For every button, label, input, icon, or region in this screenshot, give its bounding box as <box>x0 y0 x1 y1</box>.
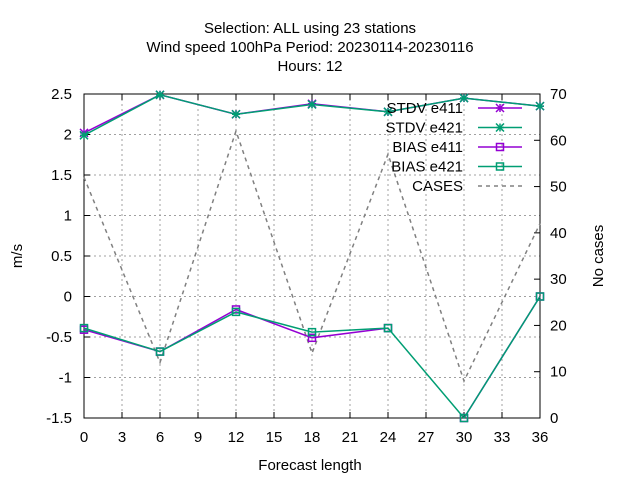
y2-tick-label: 10 <box>550 364 567 381</box>
grid <box>84 94 540 418</box>
legend-item: CASES <box>412 178 522 195</box>
legend-marker <box>495 142 505 152</box>
x-tick-label: 30 <box>456 429 473 446</box>
x-tick-label: 36 <box>532 429 549 446</box>
data-point <box>535 292 545 301</box>
y2-tick-label: 50 <box>550 179 567 196</box>
y2-tick-label: 70 <box>550 86 567 103</box>
legend-label: BIAS e421 <box>391 159 463 176</box>
y-tick-label: -1.5 <box>46 410 72 427</box>
series-line <box>83 296 541 420</box>
x-tick-label: 18 <box>304 429 321 446</box>
y-tick-label: 1 <box>64 208 72 225</box>
data-point <box>307 333 317 343</box>
series-stdv-e421 <box>79 90 545 140</box>
x-tick-label: 0 <box>80 429 88 446</box>
legend-item: STDV e421 <box>385 120 522 137</box>
y2-tick-label: 40 <box>550 225 567 242</box>
y2-tick-label: 30 <box>550 271 567 288</box>
y-tick-label: 2.5 <box>51 86 72 103</box>
legend-label: STDV e411 <box>387 100 463 117</box>
y2-tick-label: 20 <box>550 317 567 334</box>
legend-item: BIAS e411 <box>392 139 522 156</box>
data-point <box>231 307 241 317</box>
legend-label: CASES <box>412 178 463 195</box>
x-tick-label: 6 <box>156 429 164 446</box>
x-tick-label: 24 <box>380 429 397 446</box>
x-tick-label: 21 <box>342 429 359 446</box>
legend-label: BIAS e411 <box>392 139 463 156</box>
y-axis-label: m/s <box>9 244 26 268</box>
y2-tick-label: 60 <box>550 132 567 149</box>
legend: STDV e411 STDV e421 BIAS e411 BIAS e421 CASE… <box>385 100 522 195</box>
x-tick-label: 12 <box>228 429 245 446</box>
legend-label: STDV e421 <box>385 120 463 137</box>
y2-axis-label: No cases <box>590 225 607 288</box>
x-tick-label: 27 <box>418 429 435 446</box>
plot-border <box>83 93 541 419</box>
data-point <box>459 413 469 423</box>
series-line <box>83 128 541 383</box>
y-tick-label: -1 <box>59 370 72 387</box>
series-bias-e421 <box>79 292 545 423</box>
title-line-3: Hours: 12 <box>277 58 342 75</box>
legend-item: STDV e411 <box>387 100 522 117</box>
y-tick-label: 2 <box>64 127 72 144</box>
x-tick-label: 33 <box>494 429 511 446</box>
y-tick-label: 0.5 <box>51 248 72 265</box>
plot-series <box>79 90 545 423</box>
y-tick-label: -0.5 <box>46 329 72 346</box>
y-tick-label: 0 <box>64 289 72 306</box>
title-line-2: Wind speed 100hPa Period: 20230114-20230… <box>146 39 473 56</box>
x-tick-label: 9 <box>194 429 202 446</box>
data-point <box>307 327 317 337</box>
x-tick-label: 3 <box>118 429 126 446</box>
x-axis-label: Forecast length <box>258 457 361 474</box>
legend-item: BIAS e421 <box>391 159 522 176</box>
y2-tick-label: 0 <box>550 410 558 427</box>
series-cases <box>83 128 541 383</box>
title-line-1: Selection: ALL using 23 stations <box>204 20 416 37</box>
x-tick-label: 15 <box>266 429 283 446</box>
data-point <box>79 323 89 333</box>
data-point <box>155 347 165 356</box>
axes: 0 3 6 9 12 15 18 21 24 27 30 33 362.521.510.50-0.5-1… <box>46 86 567 446</box>
data-point <box>383 323 393 333</box>
y-tick-label: 1.5 <box>51 167 72 184</box>
legend-marker <box>495 162 505 171</box>
chart-title: Selection: ALL using 23 stations Wind sp… <box>146 20 473 75</box>
